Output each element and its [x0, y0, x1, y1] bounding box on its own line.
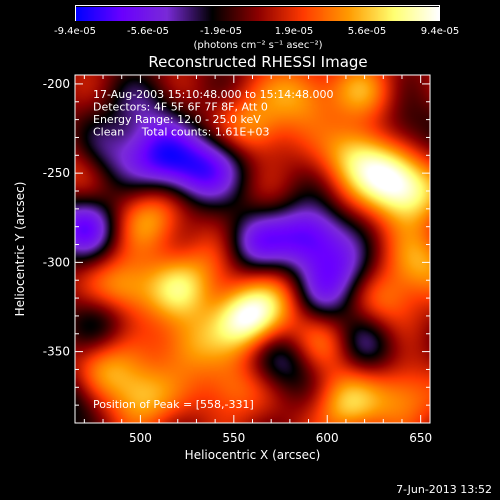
- x-axis-label: Heliocentric X (arcsec): [185, 448, 321, 462]
- colorbar-tick-label: -5.6e-05: [127, 26, 169, 37]
- annotation-block: 17-Aug-2003 15:10:48.000 to 15:14:48.000…: [93, 88, 334, 139]
- tick-label: 500: [129, 431, 152, 445]
- colorbar-tick-label: 5.6e-05: [347, 26, 387, 37]
- annotation-line: Detectors: 4F 5F 6F 7F 8F, Att 0: [93, 101, 268, 114]
- colorbar-tick-label: 1.9e-05: [274, 26, 314, 37]
- colorbar-tick-label: -9.4e-05: [54, 26, 96, 37]
- tick-label: -250: [43, 166, 70, 180]
- annotation-line: 17-Aug-2003 15:10:48.000 to 15:14:48.000: [93, 88, 334, 101]
- tick-label: 550: [222, 431, 245, 445]
- tick-label: -300: [43, 255, 70, 269]
- tick-label: -350: [43, 345, 70, 359]
- tick-label: -200: [43, 77, 70, 91]
- chart-title: Reconstructed RHESSI Image: [148, 53, 368, 71]
- annotation-line: Energy Range: 12.0 - 25.0 keV: [93, 113, 261, 126]
- peak-label: Position of Peak = [558,-331]: [93, 398, 254, 411]
- heatmap-image: [75, 75, 430, 423]
- axis-ticks: 500 550 600 650 -200 -250 -300 -350: [43, 75, 432, 445]
- colorbar-tick-label: -1.9e-05: [200, 26, 242, 37]
- timestamp: 7-Jun-2013 13:52: [396, 483, 492, 496]
- tick-label: 650: [409, 431, 432, 445]
- tick-label: 600: [316, 431, 339, 445]
- colorbar: [75, 5, 440, 21]
- colorbar-tick-label: 9.4e-05: [420, 26, 460, 37]
- y-axis-label: Heliocentric Y (arcsec): [13, 182, 27, 317]
- annotation-line: Clean Total counts: 1.61E+03: [93, 126, 270, 139]
- colorbar-gradient: [76, 7, 439, 21]
- colorbar-unit-label: (photons cm⁻² s⁻¹ asec⁻²): [193, 40, 323, 51]
